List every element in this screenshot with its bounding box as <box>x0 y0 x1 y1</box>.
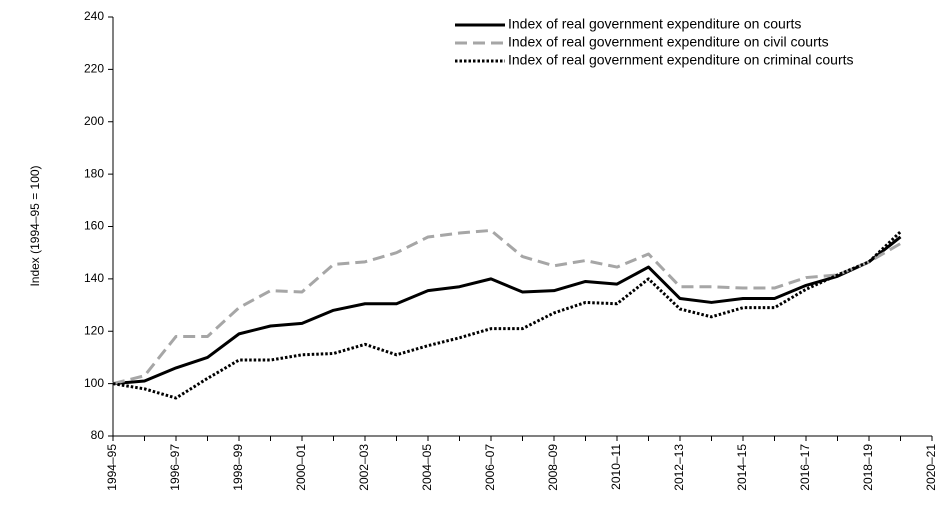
x-tick-label: 2014–15 <box>735 444 749 491</box>
x-tick-label: 2006–07 <box>483 444 497 491</box>
y-tick-label: 100 <box>84 376 104 390</box>
legend-label: Index of real government expenditure on … <box>508 34 829 50</box>
series-line <box>112 235 902 386</box>
x-tick-label: 2020–21 <box>924 444 938 491</box>
x-tick-label: 2018–19 <box>861 444 875 491</box>
x-tick-label: 1996–97 <box>168 444 182 491</box>
y-tick-label: 220 <box>84 62 104 76</box>
series-line <box>112 230 902 400</box>
x-tick-label: 2008–09 <box>546 444 560 491</box>
x-tick-label: 1994–95 <box>105 444 119 491</box>
x-tick-label: 2016–17 <box>798 444 812 491</box>
y-tick-label: 180 <box>84 166 104 180</box>
y-tick-label: 120 <box>84 323 104 337</box>
y-axis-label: Index (1994–95 = 100) <box>28 165 42 286</box>
x-tick-label: 2010–11 <box>609 444 623 490</box>
x-tick-label: 2012–13 <box>672 444 686 491</box>
y-tick-label: 240 <box>84 9 104 23</box>
x-tick-label: 2002–03 <box>357 444 371 491</box>
y-tick-label: 160 <box>84 219 104 233</box>
x-tick-label: 2004–05 <box>420 444 434 491</box>
legend-label: Index of real government expenditure on … <box>508 52 854 68</box>
legend-label: Index of real government expenditure on … <box>508 16 801 32</box>
y-tick-label: 80 <box>91 428 105 442</box>
y-tick-label: 200 <box>84 114 104 128</box>
x-tick-label: 2000–01 <box>294 444 308 491</box>
series-line <box>112 228 902 386</box>
y-tick-label: 140 <box>84 271 104 285</box>
x-tick-label: 1998–99 <box>231 444 245 491</box>
